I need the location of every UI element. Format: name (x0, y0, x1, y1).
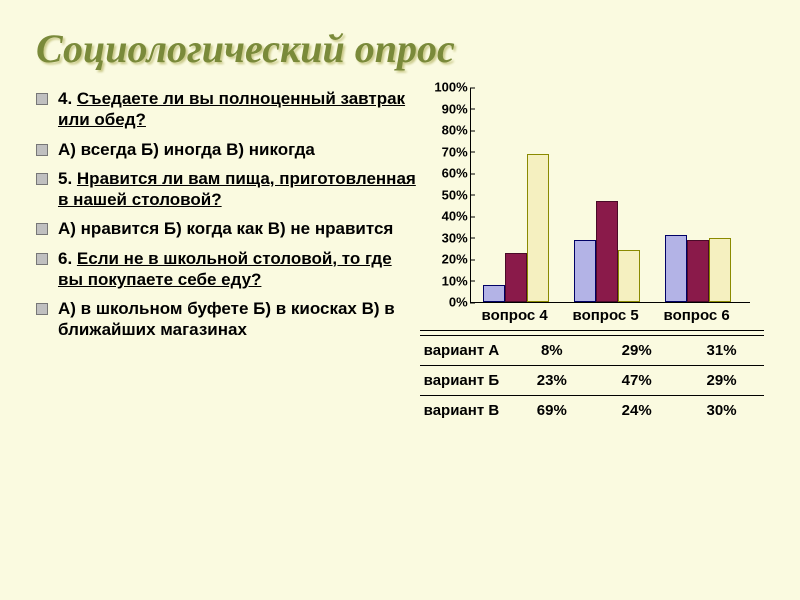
table-cell: 47% (594, 366, 679, 396)
x-label: вопрос 5 (560, 303, 651, 324)
answer-options: А) в школьном буфете Б) в киосках В) в б… (58, 299, 395, 339)
table-cell: 30% (679, 396, 764, 426)
y-tick: 20% (442, 252, 471, 267)
bar (483, 285, 505, 302)
bar (527, 154, 549, 302)
bar (574, 240, 596, 302)
y-tick: 90% (442, 101, 471, 116)
question-number: 4. (58, 89, 77, 108)
table-cell: 8% (509, 336, 594, 366)
bar (687, 240, 709, 302)
bar-chart: 0%10%20%30%40%50%60%70%80%90%100% (470, 88, 750, 303)
chart-table-divider (420, 330, 764, 331)
y-tick: 60% (442, 166, 471, 181)
slide: Социологический опрос 4. Съедаете ли вы … (0, 0, 800, 600)
y-tick: 0% (449, 295, 471, 310)
table-cell: 24% (594, 396, 679, 426)
bullet-item: А) всегда Б) иногда В) никогда (36, 139, 420, 160)
chart-container: 0%10%20%30%40%50%60%70%80%90%100% вопрос… (420, 88, 764, 324)
table-row: вариант В69%24%30% (420, 396, 764, 426)
bullet-list: 4. Съедаете ли вы полноценный завтрак ил… (36, 88, 420, 425)
slide-title: Социологический опрос (36, 28, 764, 70)
x-label: вопрос 4 (469, 303, 560, 324)
y-tick: 70% (442, 144, 471, 159)
bar (618, 250, 640, 302)
bar (709, 238, 731, 303)
content-row: 4. Съедаете ли вы полноценный завтрак ил… (36, 88, 764, 425)
answer-options: А) всегда Б) иногда В) никогда (58, 140, 315, 159)
y-tick: 40% (442, 209, 471, 224)
question-text: Если не в школьной столовой, то где вы п… (58, 249, 392, 289)
bullet-item: А) нравится Б) когда как В) не нравится (36, 218, 420, 239)
table-cell: 29% (594, 336, 679, 366)
y-tick: 80% (442, 123, 471, 138)
question-text: Съедаете ли вы полноценный завтрак или о… (58, 89, 405, 129)
bullet-item: 5. Нравится ли вам пища, приготовленная … (36, 168, 420, 211)
y-tick: 100% (434, 80, 470, 95)
question-text: Нравится ли вам пища, приготовленная в н… (58, 169, 416, 209)
answer-options: А) нравится Б) когда как В) не нравится (58, 219, 393, 238)
bar (596, 201, 618, 302)
bullet-item: 6. Если не в школьной столовой, то где в… (36, 248, 420, 291)
y-tick: 10% (442, 273, 471, 288)
table-cell: 23% (509, 366, 594, 396)
table-row: вариант А8%29%31% (420, 336, 764, 366)
x-axis-labels: вопрос 4вопрос 5вопрос 6 (470, 303, 750, 324)
data-table: вариант А8%29%31%вариант Б23%47%29%вариа… (420, 335, 764, 425)
bar (505, 253, 527, 302)
question-number: 6. (58, 249, 77, 268)
table-cell: 69% (509, 396, 594, 426)
question-number: 5. (58, 169, 77, 188)
bar (665, 235, 687, 302)
bullet-item: 4. Съедаете ли вы полноценный завтрак ил… (36, 88, 420, 131)
bullet-item: А) в школьном буфете Б) в киосках В) в б… (36, 298, 420, 341)
x-label: вопрос 6 (651, 303, 742, 324)
table-cell: 31% (679, 336, 764, 366)
y-tick: 50% (442, 187, 471, 202)
row-header: вариант А (420, 336, 510, 366)
table-row: вариант Б23%47%29% (420, 366, 764, 396)
y-tick: 30% (442, 230, 471, 245)
table-cell: 29% (679, 366, 764, 396)
chart-and-table: 0%10%20%30%40%50%60%70%80%90%100% вопрос… (420, 88, 764, 425)
row-header: вариант В (420, 396, 510, 426)
row-header: вариант Б (420, 366, 510, 396)
